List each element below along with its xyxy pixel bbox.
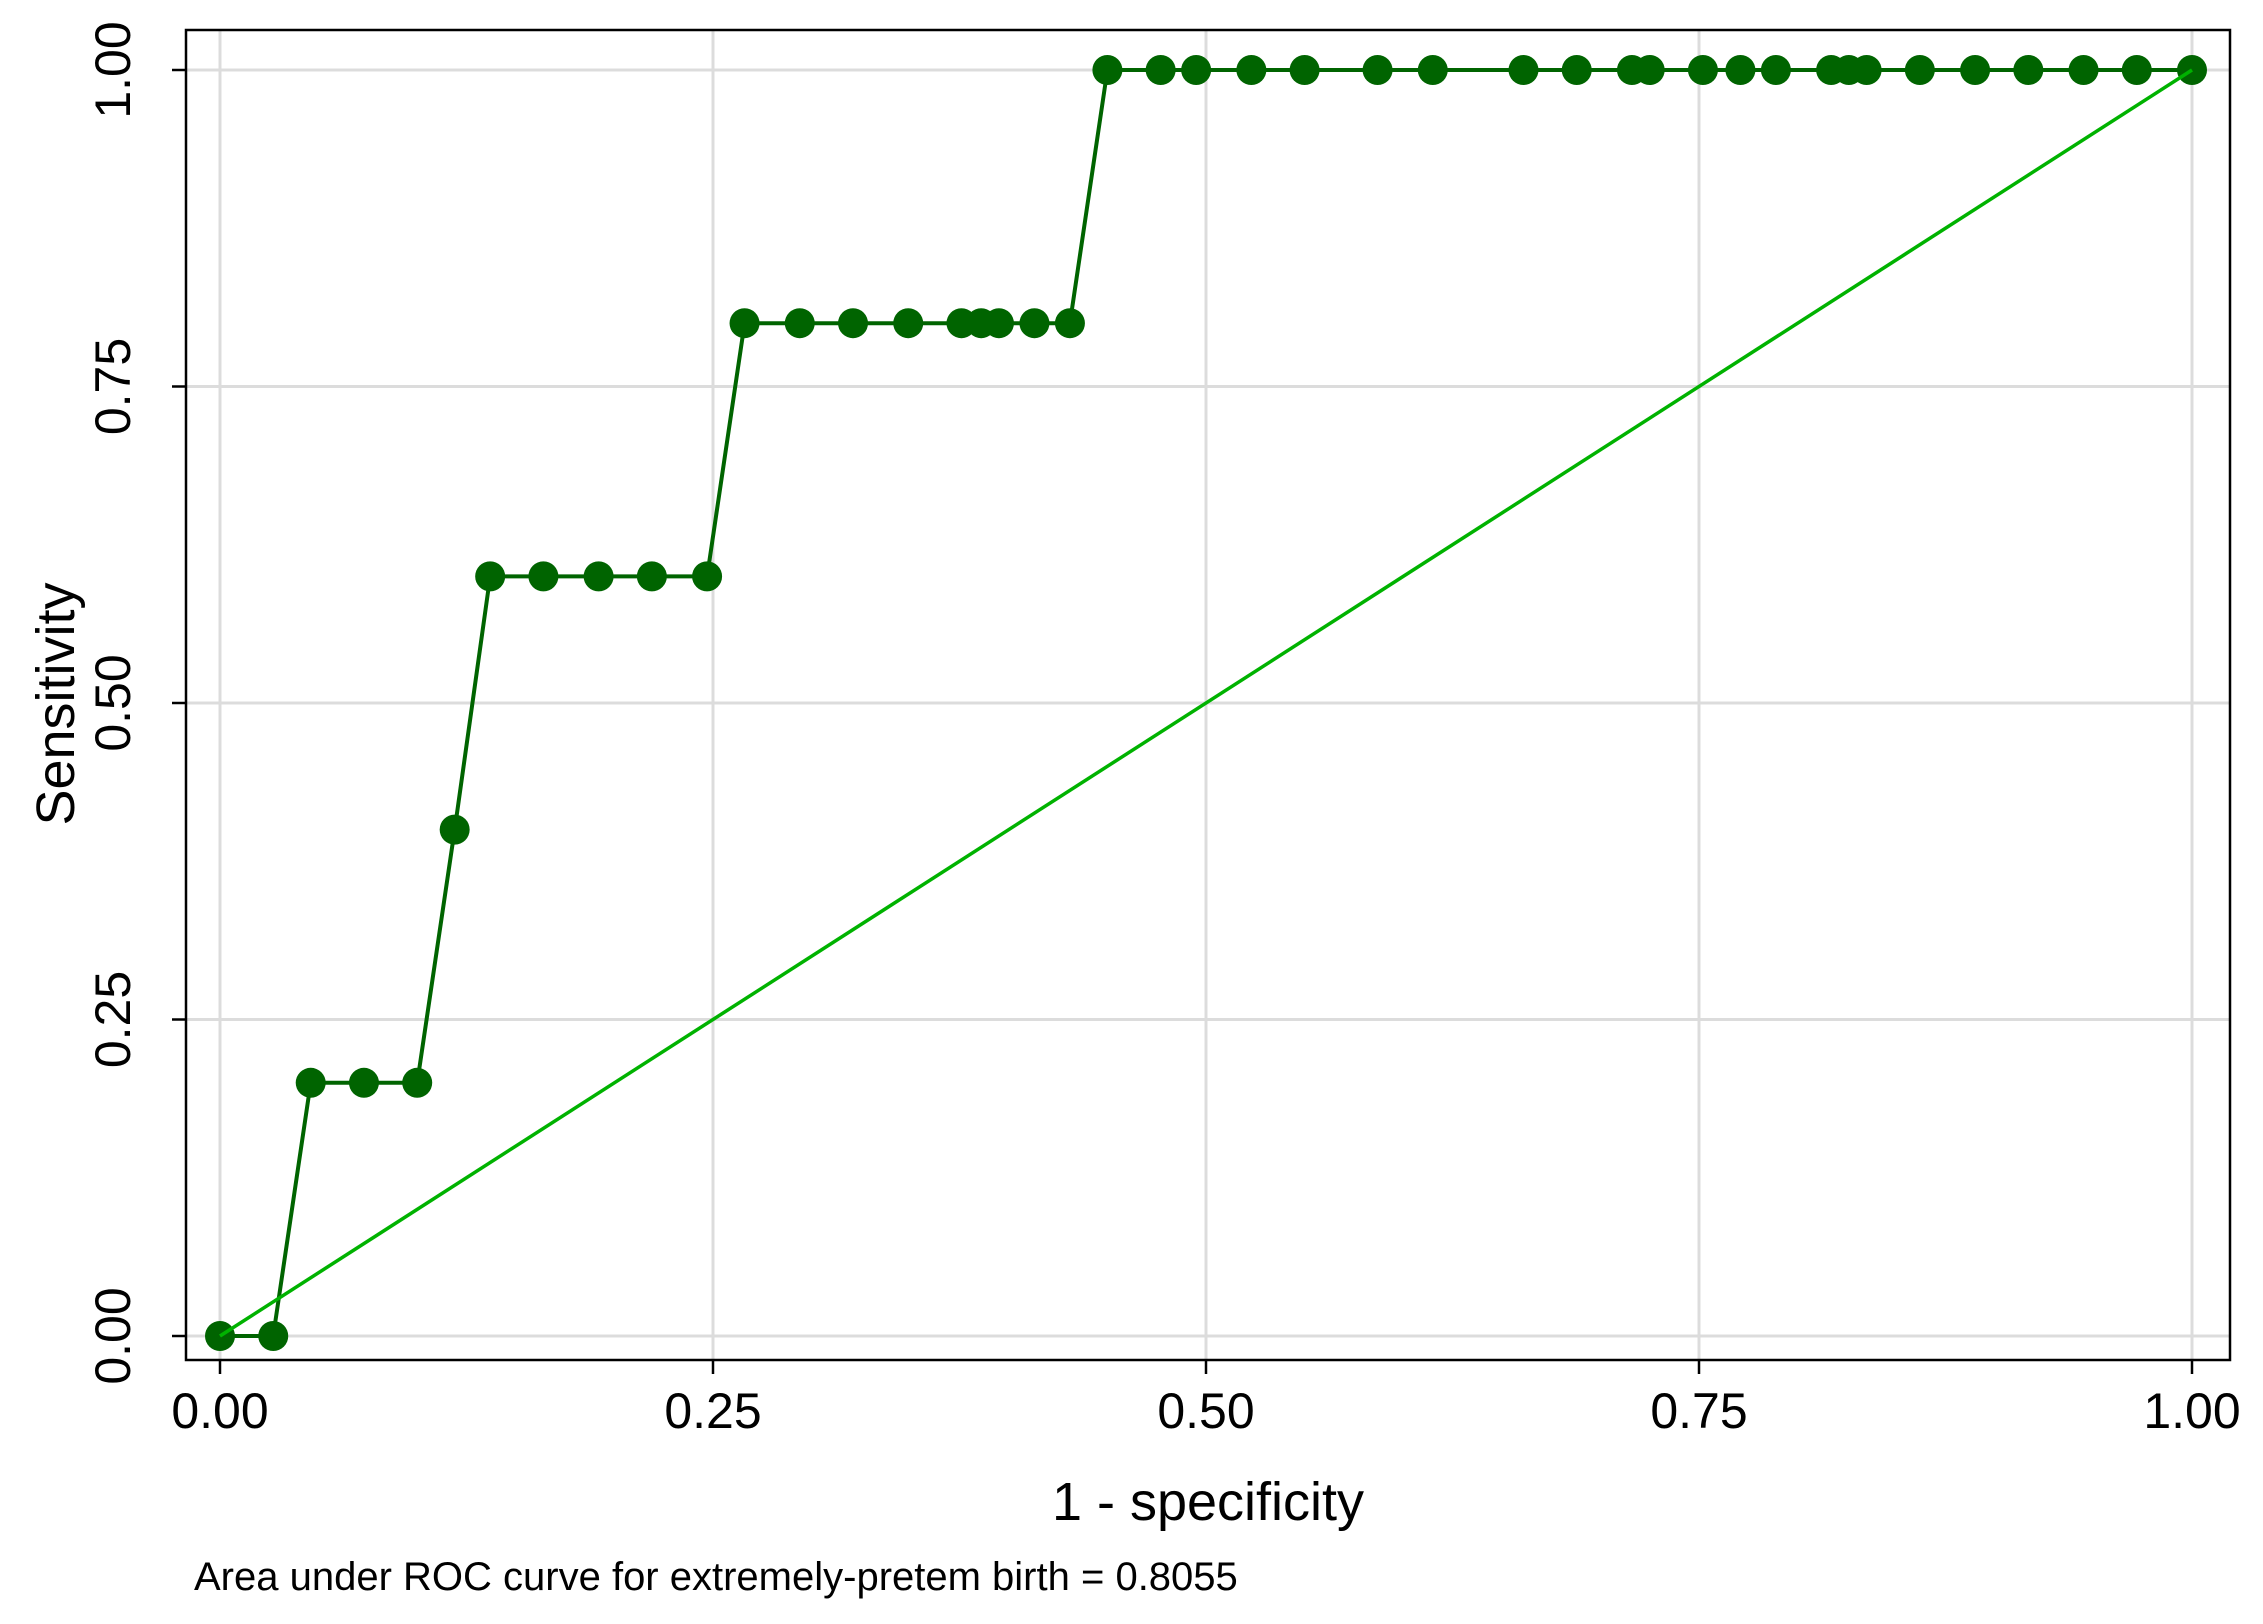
roc-curve-point bbox=[983, 308, 1014, 339]
x-tick-label: 0.25 bbox=[664, 1383, 761, 1439]
roc-curve-point bbox=[475, 561, 506, 592]
roc-curve-point bbox=[1851, 55, 1882, 85]
roc-curve-point bbox=[1092, 55, 1123, 85]
roc-curve-point bbox=[636, 561, 667, 592]
y-tick-label: 0.00 bbox=[85, 1287, 141, 1384]
roc-curve-point bbox=[1236, 55, 1267, 85]
x-axis-title: 1 - specificity bbox=[1052, 1472, 1364, 1532]
x-tick-label: 0.00 bbox=[171, 1383, 268, 1439]
roc-curve-point bbox=[1019, 308, 1050, 339]
labels: 1 - specificity Sensitivity Area under R… bbox=[26, 21, 2241, 1599]
roc-curve-point bbox=[2013, 55, 2044, 85]
auc-note: Area under ROC curve for extremely-prete… bbox=[194, 1555, 1238, 1599]
series bbox=[205, 55, 2207, 1351]
roc-curve-point bbox=[2121, 55, 2152, 85]
y-tick-label: 1.00 bbox=[85, 21, 141, 118]
roc-curve-point bbox=[528, 561, 559, 592]
roc-curve-point bbox=[838, 308, 869, 339]
axes bbox=[172, 68, 2194, 1374]
y-tick-label: 0.75 bbox=[85, 338, 141, 435]
y-tick-label: 0.50 bbox=[85, 654, 141, 751]
roc-curve-point bbox=[348, 1067, 379, 1098]
x-tick-label: 1.00 bbox=[2143, 1383, 2240, 1439]
y-tick-label: 0.25 bbox=[85, 971, 141, 1068]
roc-curve-point bbox=[1417, 55, 1448, 85]
roc-curve-point bbox=[1760, 55, 1791, 85]
roc-curve-point bbox=[1362, 55, 1393, 85]
roc-curve-point bbox=[893, 308, 924, 339]
roc-curve-point bbox=[1181, 55, 1212, 85]
roc-curve-point bbox=[1634, 55, 1665, 85]
roc-curve-point bbox=[583, 561, 614, 592]
x-tick-label: 0.50 bbox=[1157, 1383, 1254, 1439]
roc-curve-point bbox=[1054, 308, 1085, 339]
roc-curve-point bbox=[729, 308, 760, 339]
roc-curve-point bbox=[1960, 55, 1991, 85]
roc-curve-point bbox=[1289, 55, 1320, 85]
roc-curve-point bbox=[1508, 55, 1539, 85]
roc-curve-point bbox=[1561, 55, 1592, 85]
roc-curve-point bbox=[1904, 55, 1935, 85]
roc-curve-point bbox=[439, 814, 470, 845]
roc-curve-point bbox=[1145, 55, 1176, 85]
roc-curve-point bbox=[784, 308, 815, 339]
roc-curve-point bbox=[1687, 55, 1718, 85]
roc-curve-point bbox=[402, 1067, 433, 1098]
roc-curve-point bbox=[295, 1067, 326, 1098]
roc-curve-point bbox=[692, 561, 723, 592]
reference-line bbox=[219, 68, 2193, 1338]
roc-curve-point bbox=[1725, 55, 1756, 85]
roc-curve-point bbox=[258, 1321, 289, 1351]
plot-frame bbox=[184, 28, 2232, 1362]
x-tick-label: 0.75 bbox=[1650, 1383, 1747, 1439]
roc-curve-point bbox=[2068, 55, 2099, 85]
y-axis-title: Sensitivity bbox=[26, 582, 86, 825]
